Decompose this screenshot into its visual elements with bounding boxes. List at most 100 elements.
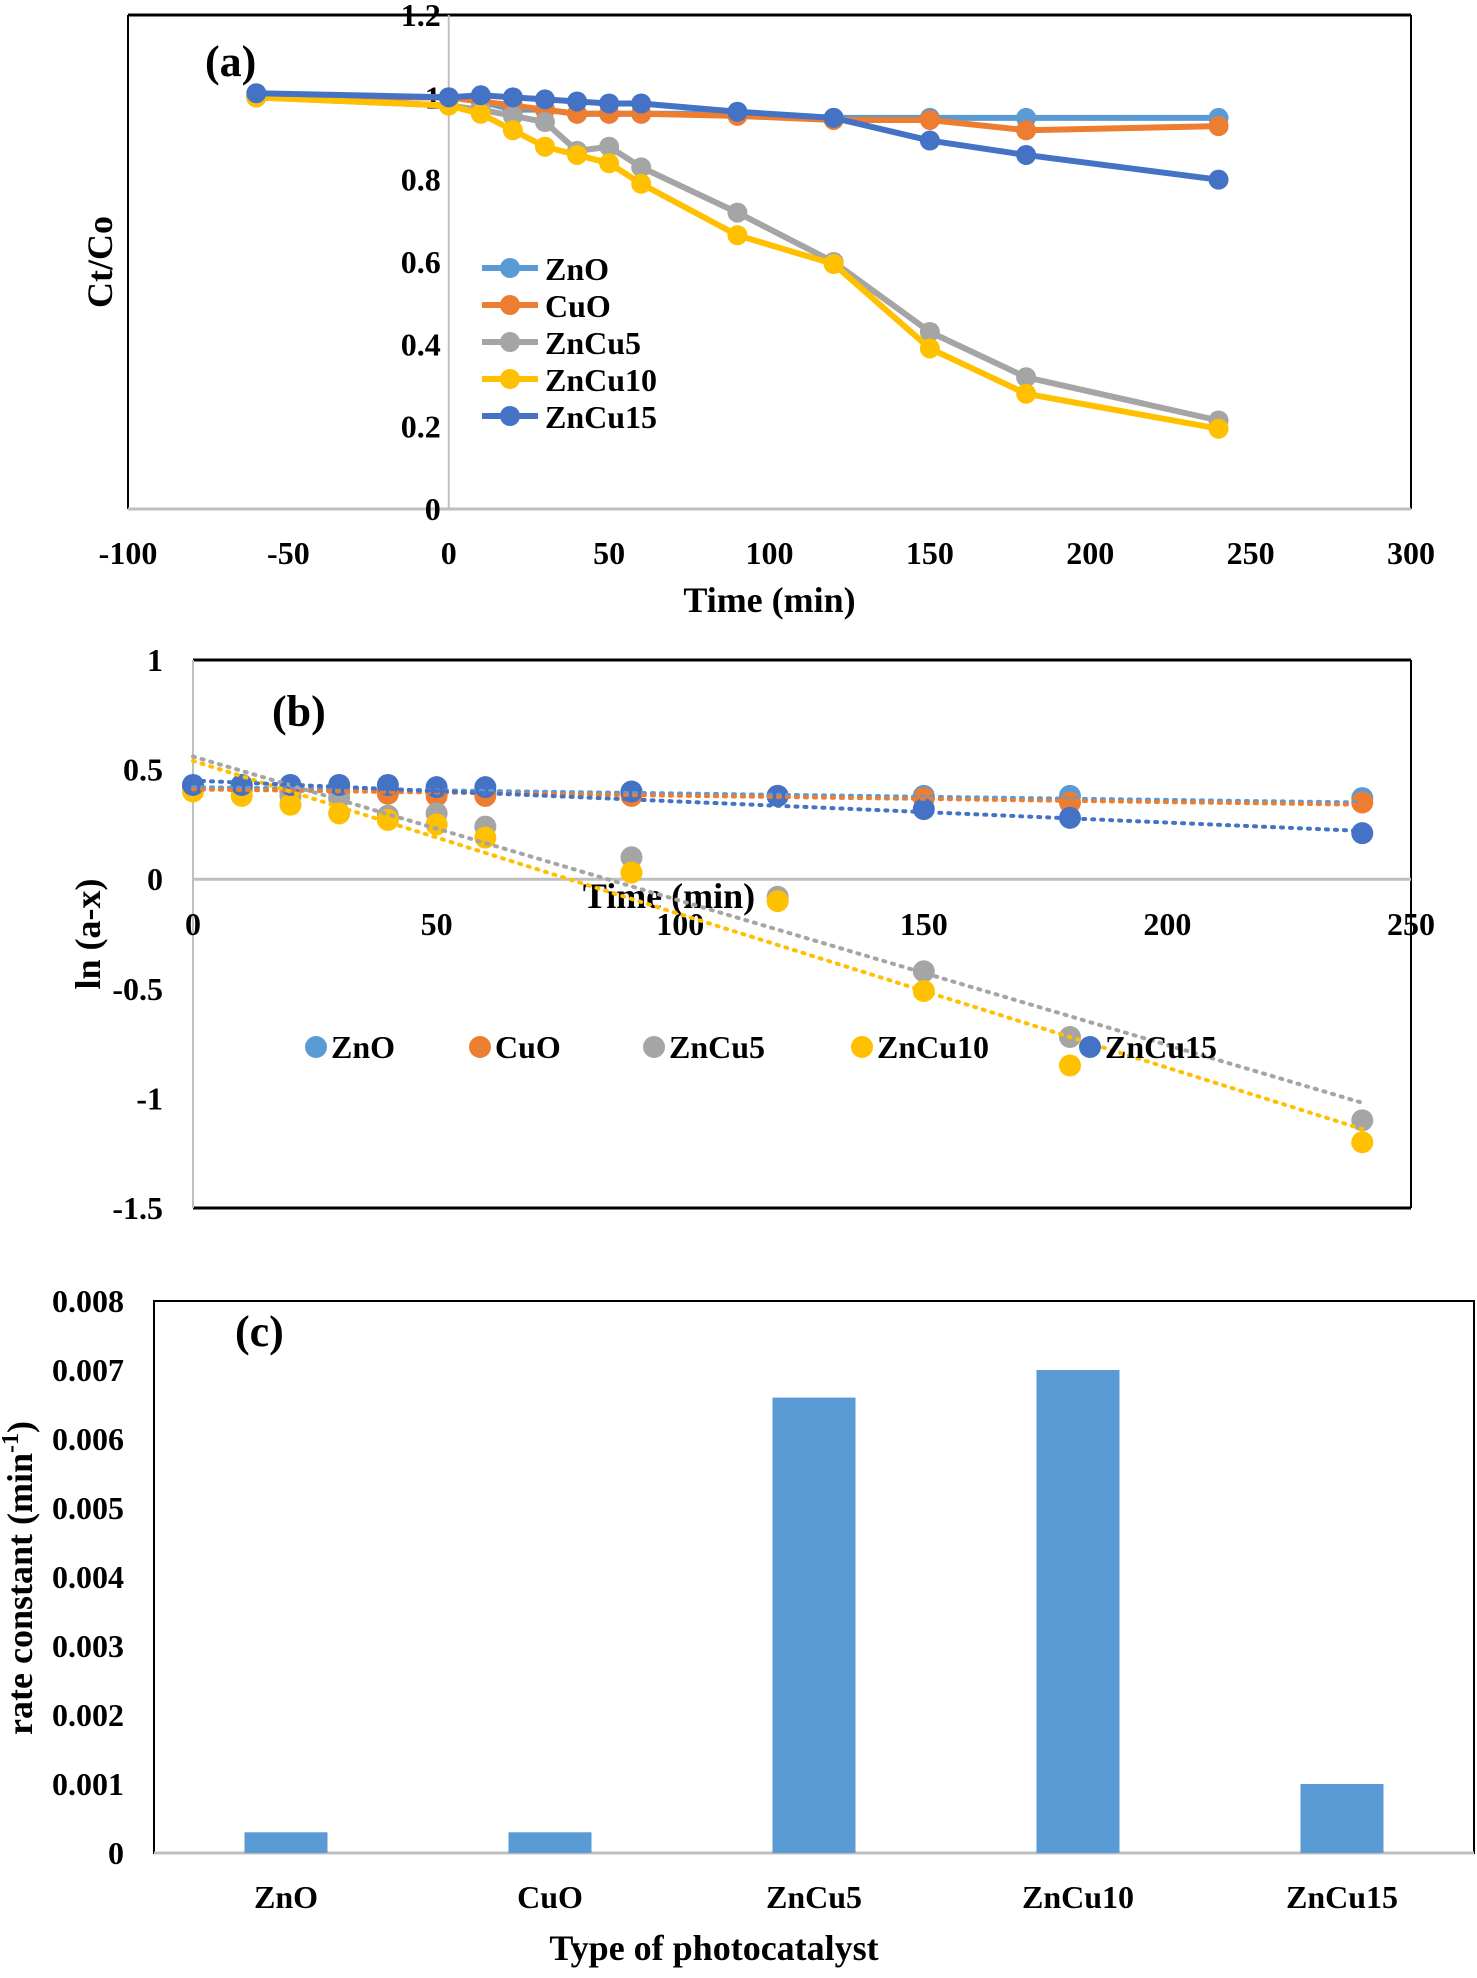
data-point-ZnCu15	[567, 91, 588, 112]
data-point-ZnCu10	[631, 173, 652, 194]
y-tick-label: 0.5	[123, 752, 163, 788]
data-point-ZnCu15	[230, 773, 253, 796]
x-tick-label: 100	[746, 535, 794, 571]
data-point-ZnCu10	[1058, 1054, 1081, 1077]
legend-marker-ZnCu15	[1079, 1036, 1101, 1058]
trendline-ZnCu5	[191, 754, 1365, 1105]
y-tick-label: -1.5	[112, 1190, 163, 1226]
data-point-ZnCu10	[1208, 418, 1229, 439]
legend-marker-ZnCu10	[500, 369, 520, 389]
data-point-CuO	[1016, 120, 1037, 141]
data-point-ZnCu15	[1016, 144, 1037, 165]
legend-label: ZnCu10	[877, 1029, 989, 1065]
y-tick-label: 0	[108, 1835, 124, 1871]
data-point-ZnCu15	[919, 130, 940, 151]
legend-label: ZnCu15	[1105, 1029, 1217, 1065]
x-axis-title: Type of photocatalyst	[549, 1928, 878, 1968]
data-point-ZnCu5	[631, 157, 652, 178]
x-tick-label: CuO	[517, 1879, 583, 1915]
y-tick-label: 0.2	[401, 409, 441, 445]
data-point-ZnCu5	[620, 846, 643, 869]
x-tick-label: ZnO	[254, 1879, 318, 1915]
y-tick-label: 0.006	[52, 1421, 124, 1457]
data-point-ZnCu15	[620, 780, 643, 803]
y-tick-label: 0.005	[52, 1490, 124, 1526]
trendline-ZnCu15	[191, 778, 1365, 833]
data-point-ZnCu10	[502, 120, 523, 141]
x-tick-label: 300	[1387, 535, 1435, 571]
data-point-ZnCu15	[534, 89, 555, 110]
data-point-ZnCu10	[599, 153, 620, 174]
y-tick-label: 0.003	[52, 1628, 124, 1664]
x-tick-label: 50	[421, 906, 453, 942]
data-point-ZnCu10	[766, 890, 789, 913]
legend-marker-ZnCu10	[851, 1036, 873, 1058]
x-tick-label: -50	[267, 535, 310, 571]
legend-marker-CuO	[469, 1036, 491, 1058]
legend-marker-ZnO	[305, 1036, 327, 1058]
y-tick-label: 1.2	[401, 0, 441, 33]
data-point-ZnCu10	[727, 225, 748, 246]
data-point-ZnCu5	[599, 136, 620, 157]
data-point-ZnCu10	[823, 254, 844, 275]
data-point-ZnCu15	[470, 85, 491, 106]
y-tick-label: -0.5	[112, 971, 163, 1007]
y-tick-label: 0	[425, 491, 441, 527]
panel-label: (b)	[272, 687, 326, 736]
data-point-ZnCu15	[425, 776, 448, 799]
y-tick-label: 0.6	[401, 244, 441, 280]
x-tick-label: 250	[1387, 906, 1435, 942]
data-point-ZnCu10	[567, 144, 588, 165]
y-tick-label: 0	[147, 861, 163, 897]
x-tick-label: 150	[900, 906, 948, 942]
data-point-ZnCu15	[599, 93, 620, 114]
x-tick-label: 150	[906, 535, 954, 571]
data-point-ZnCu15	[727, 101, 748, 122]
data-point-ZnCu5	[727, 202, 748, 223]
x-tick-label: 200	[1066, 535, 1114, 571]
x-tick-label: 50	[593, 535, 625, 571]
panel-label: (a)	[205, 37, 256, 86]
data-point-ZnCu5	[1351, 1109, 1374, 1132]
data-point-ZnCu15	[246, 83, 267, 104]
data-point-ZnCu15	[1351, 822, 1374, 845]
y-tick-label: 0.004	[52, 1559, 124, 1595]
legend-marker-CuO	[500, 295, 520, 315]
x-tick-label: 0	[185, 906, 201, 942]
legend-label: ZnCu10	[545, 362, 657, 398]
x-tick-label: 0	[441, 535, 457, 571]
data-point-ZnCu5	[912, 960, 935, 983]
x-tick-label: ZnCu15	[1286, 1879, 1398, 1915]
legend-label: ZnCu5	[545, 325, 641, 361]
bar-ZnCu10	[1036, 1370, 1120, 1853]
trendline-ZnCu10	[191, 758, 1365, 1132]
data-point-ZnCu10	[1016, 383, 1037, 404]
data-point-CuO	[919, 109, 940, 130]
bar-CuO	[508, 1832, 592, 1853]
y-axis-title-end: )	[0, 1421, 40, 1433]
y-axis-title: ln (a-x)	[68, 879, 108, 990]
y-tick-label: 1	[147, 642, 163, 678]
data-point-ZnCu10	[919, 338, 940, 359]
panel-c: 0 0.001 0.002 0.003 0.004 0.005 0.006 0.007 0.00…	[0, 1283, 1475, 1968]
panel-b: -1.5-1-0.500.51050100150200250Time (min)…	[68, 642, 1435, 1226]
x-tick-label: 250	[1227, 535, 1275, 571]
data-point-ZnCu5	[1016, 367, 1037, 388]
bar-ZnCu15	[1300, 1784, 1384, 1853]
data-point-ZnCu5	[919, 321, 940, 342]
y-axis-title-text: rate constant (min	[0, 1453, 40, 1735]
data-point-ZnCu10	[328, 802, 351, 825]
data-point-ZnCu15	[1058, 806, 1081, 829]
y-tick-label: 0.4	[401, 326, 441, 362]
panel-a: 00.20.40.60.811.2-100 -50 0 50 100 150 200 250 3…	[80, 0, 1435, 620]
x-axis-title: Time (min)	[683, 580, 855, 620]
legend-label: ZnO	[545, 251, 609, 287]
data-point-ZnCu10	[474, 826, 497, 849]
data-point-ZnCu15	[912, 798, 935, 821]
data-point-ZnCu15	[182, 773, 204, 796]
legend-label: ZnO	[331, 1029, 395, 1065]
data-point-ZnCu15	[823, 107, 844, 128]
y-tick-label: 0.008	[52, 1283, 124, 1319]
y-tick-label: 0.007	[52, 1352, 124, 1388]
